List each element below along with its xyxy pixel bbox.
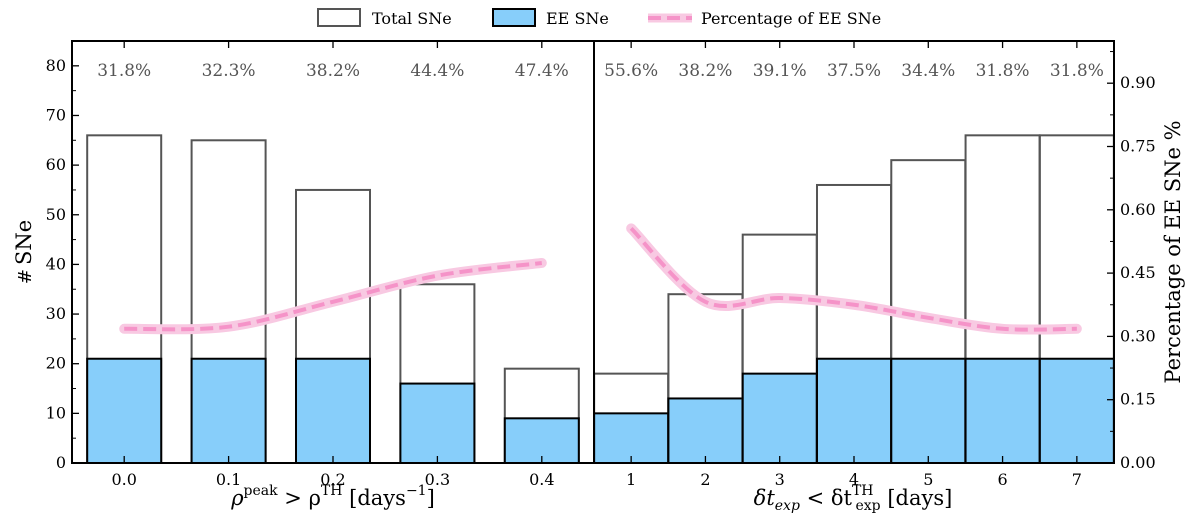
percent-label-1-0: 55.6% [604,61,658,81]
left-y-tick-label-8: 80 [46,56,66,75]
ee-bar-0-3 [399,382,476,464]
percent-label-1-3: 37.5% [827,61,881,81]
left-x-axis-label: ρpeak > ρTH [days−1] [230,483,435,510]
pct-line-glow-0 [119,257,547,335]
legend-pct-label: Percentage of EE SNe [701,9,881,28]
bars-layer [86,134,1115,465]
left-y-tick-label-0: 0 [56,453,66,472]
legend-total-swatch [317,8,361,27]
ee-bar-1-4 [890,357,967,465]
ee-bar-0-0 [86,357,163,465]
left-y-tick-label-4: 40 [46,254,66,273]
percent-label-0-4: 47.4% [515,61,569,81]
ee-bar-1-5 [964,357,1041,465]
x-tick-label-1-5: 6 [997,470,1007,489]
percent-label-1-2: 39.1% [753,61,807,81]
right-y-axis-label: Percentage of EE SNe % [1161,120,1185,383]
left-y-tick-label-5: 50 [46,205,66,224]
x-tick-label-1-6: 7 [1072,470,1082,489]
percent-label-1-4: 34.4% [901,61,955,81]
right-y-tick-label-4: 0.60 [1120,200,1156,219]
x-tick-label-1-0: 1 [626,470,636,489]
ee-bar-1-0 [593,412,670,464]
left-y-tick-label-2: 20 [46,354,66,373]
left-y-axis-label: #SNe [12,220,36,284]
right-y-tick-label-5: 0.75 [1120,137,1156,156]
pct-line-1 [629,226,1077,332]
x-tick-label-0-3: 0.3 [425,470,450,489]
percent-label-1-6: 31.8% [1050,61,1104,81]
left-y-tick-label-3: 30 [46,304,66,323]
percent-label-0-1: 32.3% [202,61,256,81]
x-tick-label-0-0: 0.0 [111,470,136,489]
axes-layer: 0.0 0.1 0.2 0.3 0.4 1 2 3 4 5 6 7010203040506070800… [46,40,1156,489]
x-tick-label-0-2: 0.2 [320,470,345,489]
ee-bar-1-1 [667,397,744,465]
right-y-tick-label-2: 0.30 [1120,326,1156,345]
right-y-tick-label-6: 0.90 [1120,73,1156,92]
x-tick-label-1-2: 3 [775,470,785,489]
legend-total-label: Total SNe [372,9,452,28]
ee-bar-1-2 [741,372,818,464]
left-y-tick-label-7: 70 [46,105,66,124]
percent-labels-layer: 31.8% 32.3% 38.2% 44.4% 47.4% 55.6% 38.2% 39.1%… [97,61,1104,81]
percent-label-0-0: 31.8% [97,61,151,81]
right-y-tick-label-3: 0.45 [1120,263,1156,282]
x-tick-label-1-4: 5 [923,470,933,489]
right-y-tick-label-0: 0.00 [1120,453,1156,472]
ee-bar-0-2 [295,357,371,465]
ee-bar-1-6 [1038,357,1115,465]
left-y-tick-label-6: 60 [46,155,66,174]
right-x-axis-label: δtexp < δtTH exp [days] [754,483,953,514]
percent-label-1-5: 31.8% [976,61,1030,81]
percent-label-0-3: 44.4% [410,61,464,81]
right-y-tick-label-1: 0.15 [1120,390,1156,409]
x-tick-label-0-1: 0.1 [216,470,241,489]
legend-ee-swatch [492,8,536,27]
ee-bar-0-1 [190,357,267,465]
ee-bar-1-3 [816,357,892,465]
percent-label-0-2: 38.2% [306,61,360,81]
x-tick-label-1-1: 2 [700,470,710,489]
legend-ee-label: EE SNe [546,9,609,28]
legend: Total SNe EE SNe Percentage of EE SNe [317,8,881,28]
pct-line-glow-1 [626,223,1082,335]
percent-label-1-1: 38.2% [678,61,732,81]
x-tick-label-0-4: 0.4 [529,470,554,489]
pct-line-0 [124,260,543,332]
left-y-tick-label-1: 10 [46,403,66,422]
x-tick-label-1-3: 4 [849,470,859,489]
percentage-lines-layer [119,223,1082,335]
